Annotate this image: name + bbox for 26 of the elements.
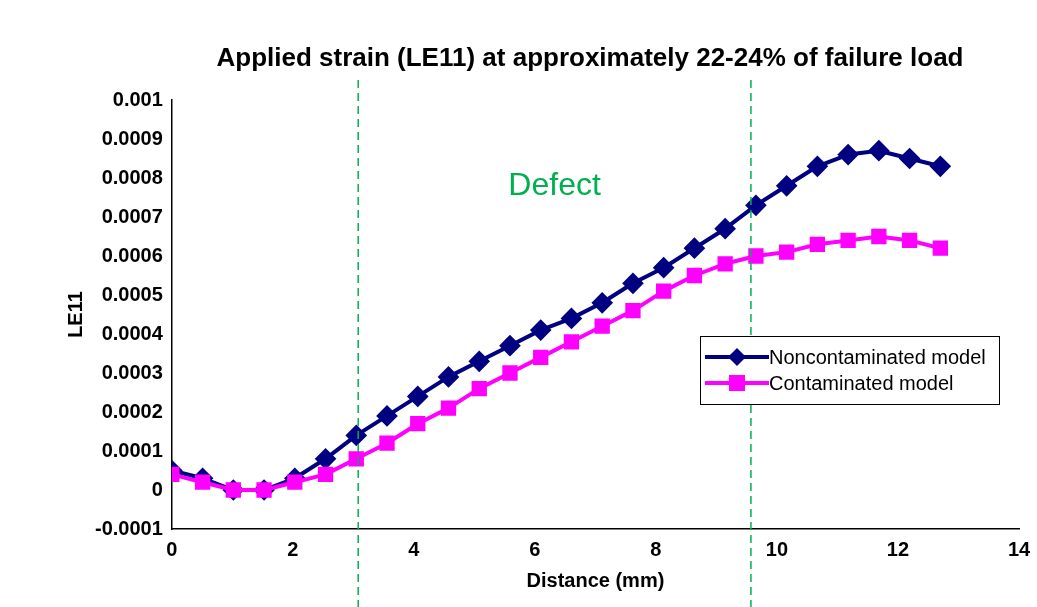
x-tick-label: 4 xyxy=(408,537,421,560)
y-tick-label: 0.0008 xyxy=(101,165,163,188)
x-tick-label: 14 xyxy=(1007,537,1031,560)
y-tick-label: 0.0004 xyxy=(101,321,164,344)
y-tick-label: 0.0003 xyxy=(101,360,163,383)
annotation: Defect xyxy=(508,165,601,202)
y-tick-label: 0.0002 xyxy=(101,399,163,422)
x-axis-title: Distance (mm) xyxy=(526,568,665,591)
y-tick-label: 0.0005 xyxy=(101,282,163,305)
y-tick-label: 0.0006 xyxy=(101,243,163,266)
legend-label: Noncontaminated model xyxy=(769,346,986,369)
x-tick-label: 0 xyxy=(166,537,178,560)
x-tick-label: 6 xyxy=(529,537,541,560)
x-tick-label: 10 xyxy=(765,537,789,560)
y-tick-label: -0.0001 xyxy=(94,516,163,539)
y-tick-label: 0 xyxy=(151,477,163,500)
x-tick-label: 8 xyxy=(650,537,662,560)
legend-label: Contaminated model xyxy=(769,372,954,395)
y-tick-label: 0.001 xyxy=(112,87,163,110)
y-tick-label: 0.0007 xyxy=(101,204,163,227)
x-tick-label: 12 xyxy=(886,537,910,560)
x-tick-label: 2 xyxy=(287,537,299,560)
y-tick-label: 0.0001 xyxy=(101,438,163,461)
chart-title: Applied strain (LE11) at approximately 22-24% of failure load xyxy=(215,42,965,72)
y-tick-label: 0.0009 xyxy=(101,126,163,149)
y-axis-title: LE11 xyxy=(63,291,86,338)
